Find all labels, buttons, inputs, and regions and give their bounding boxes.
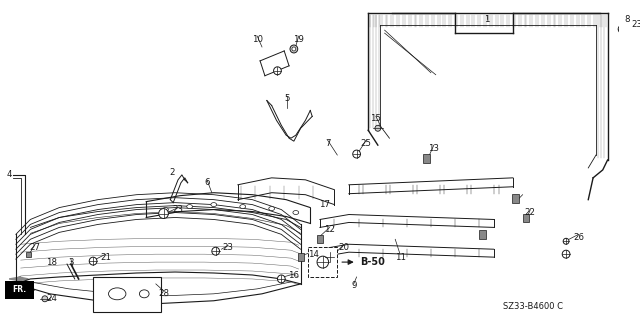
Ellipse shape (269, 207, 275, 211)
Text: 4: 4 (6, 170, 12, 179)
Text: 1: 1 (484, 15, 490, 24)
Ellipse shape (140, 290, 149, 298)
Circle shape (292, 47, 296, 51)
Text: 28: 28 (158, 289, 169, 298)
Ellipse shape (240, 204, 246, 209)
Ellipse shape (293, 211, 299, 214)
Ellipse shape (109, 288, 126, 300)
Circle shape (324, 252, 335, 262)
Bar (93, 277, 161, 312)
Text: 23: 23 (631, 20, 640, 29)
Text: 27: 27 (29, 243, 41, 252)
Text: SZ33-B4600 C: SZ33-B4600 C (503, 302, 563, 311)
Circle shape (317, 256, 328, 268)
Text: 3: 3 (68, 258, 74, 267)
Bar (523, 213, 529, 222)
Ellipse shape (187, 204, 193, 209)
Text: 9: 9 (351, 281, 356, 290)
Polygon shape (9, 277, 28, 281)
Text: B-50: B-50 (360, 257, 385, 267)
Bar (423, 154, 430, 163)
Ellipse shape (211, 203, 217, 207)
Circle shape (159, 209, 168, 219)
Circle shape (563, 238, 569, 244)
Text: 13: 13 (428, 144, 439, 152)
Circle shape (42, 296, 48, 302)
Circle shape (375, 125, 381, 131)
Circle shape (629, 18, 639, 28)
Text: 12: 12 (324, 225, 335, 234)
FancyBboxPatch shape (5, 281, 34, 299)
Text: FR.: FR. (13, 286, 27, 294)
Circle shape (212, 247, 220, 255)
Bar (26, 252, 31, 257)
Circle shape (273, 67, 282, 75)
Text: 24: 24 (46, 294, 57, 303)
Text: 23: 23 (223, 243, 234, 252)
Circle shape (618, 25, 626, 33)
Circle shape (89, 257, 97, 265)
Text: 23: 23 (173, 205, 184, 214)
Bar (308, 247, 337, 277)
Bar (512, 194, 519, 203)
Text: 19: 19 (293, 34, 304, 44)
Text: 20: 20 (339, 243, 349, 252)
Text: 16: 16 (289, 271, 300, 280)
Text: 8: 8 (624, 15, 630, 24)
Text: 10: 10 (252, 34, 262, 44)
Circle shape (290, 45, 298, 53)
Ellipse shape (163, 208, 168, 211)
Text: 15: 15 (371, 114, 381, 123)
Text: 25: 25 (361, 139, 372, 148)
Text: 21: 21 (100, 253, 111, 262)
Text: 17: 17 (319, 200, 330, 209)
Bar (317, 235, 323, 243)
Text: 18: 18 (46, 258, 57, 267)
Circle shape (353, 150, 360, 158)
Text: 6: 6 (204, 178, 210, 187)
Bar (298, 253, 303, 261)
Bar (479, 230, 486, 239)
Text: 22: 22 (525, 208, 536, 217)
Text: 5: 5 (284, 94, 290, 103)
Text: 26: 26 (573, 233, 584, 242)
Circle shape (278, 275, 285, 283)
Text: 14: 14 (308, 250, 319, 259)
Text: 2: 2 (170, 168, 175, 177)
Text: 11: 11 (394, 253, 406, 262)
Text: 7: 7 (325, 139, 330, 148)
Circle shape (562, 250, 570, 258)
